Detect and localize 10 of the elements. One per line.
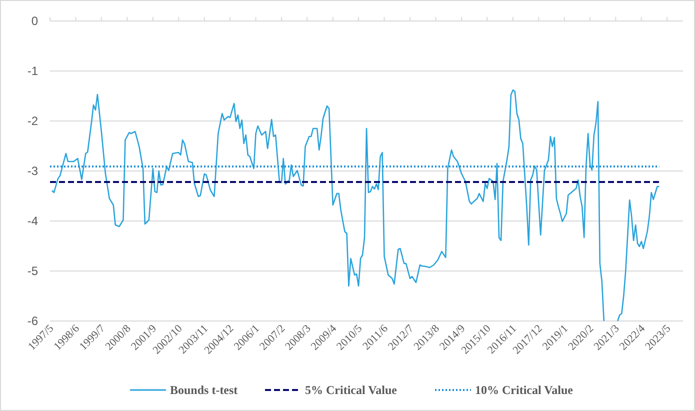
y-tick-label: -3 (27, 164, 38, 178)
legend-label: Bounds t-test (170, 383, 238, 397)
y-tick-label: -5 (27, 264, 38, 278)
y-tick-label: -4 (27, 214, 38, 228)
y-tick-label: 0 (31, 14, 38, 28)
legend-label: 5% Critical Value (305, 383, 398, 397)
y-tick-label: -1 (27, 64, 38, 78)
y-tick-label: -6 (27, 314, 38, 328)
y-tick-label: -2 (27, 114, 38, 128)
legend-label: 10% Critical Value (475, 383, 574, 397)
